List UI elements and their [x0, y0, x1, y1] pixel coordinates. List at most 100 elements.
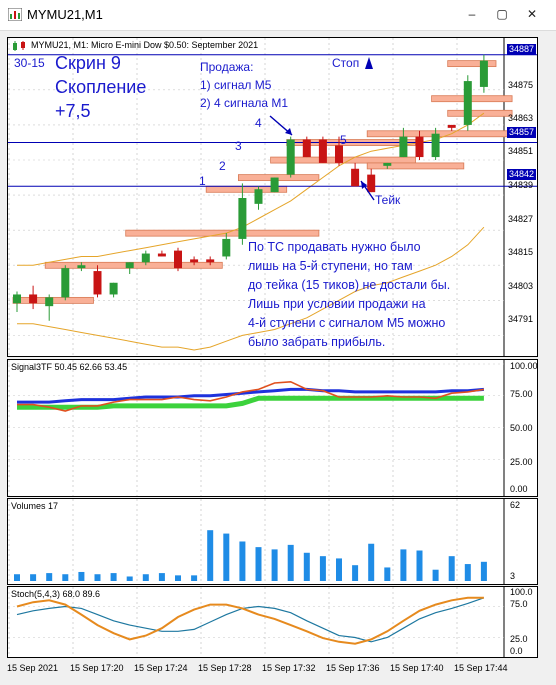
y-tick-label: 34815: [508, 247, 534, 257]
y-tick-label: 34827: [508, 214, 534, 224]
y-tick-label: 34803: [508, 281, 534, 291]
close-button[interactable]: ✕: [526, 7, 538, 21]
volume-bar: [158, 573, 165, 581]
y-tick-label: 0.00: [510, 484, 528, 494]
candle-body: [125, 262, 134, 269]
candle-body: [302, 139, 311, 158]
maximize-button[interactable]: ▢: [496, 7, 508, 21]
candle-body: [190, 259, 199, 263]
candle-body: [109, 282, 118, 295]
volumes-chart[interactable]: [8, 499, 537, 584]
signal3tf-panel[interactable]: Signal3TF 50.45 62.66 53.45 100.00 75.00…: [7, 359, 538, 497]
minimize-button[interactable]: –: [468, 7, 476, 21]
candle-body: [93, 271, 102, 295]
candle-body: [61, 268, 70, 298]
stop-arrow-head: [365, 57, 373, 69]
volumes-label: Volumes 17: [11, 501, 59, 511]
volume-bar: [110, 573, 117, 581]
resistance-zone: [366, 130, 513, 138]
window-title-bar: MYMU21,M1 – ▢ ✕: [0, 0, 556, 31]
window-title: MYMU21,M1: [27, 7, 103, 22]
sell-title-note: Продажа:: [200, 60, 254, 74]
resistance-zone: [366, 162, 465, 170]
volume-bar: [480, 561, 487, 581]
x-tick-label: 15 Sep 17:24: [134, 663, 188, 673]
signal3tf-chart[interactable]: [8, 360, 537, 496]
comment-line: По ТС продавать нужно было: [248, 240, 421, 254]
x-tick-label: 15 Sep 17:44: [454, 663, 508, 673]
volume-bar: [287, 544, 294, 581]
stochastic-label: Stoch(5,4,3) 68.0 89.6: [11, 589, 101, 599]
chart-header: MYMU21, M1: Micro E-mini Dow $0.50: Sept…: [31, 40, 259, 50]
y-tick-label: 100.00: [510, 361, 538, 371]
volume-bar: [352, 565, 359, 581]
candle-body: [286, 139, 295, 175]
volume-bar: [432, 569, 439, 581]
resistance-zone: [447, 109, 513, 117]
stochastic-panel[interactable]: Stoch(5,4,3) 68.0 89.6 100.0 75.0 25.0 0…: [7, 586, 538, 658]
step-1-label: 1: [199, 174, 206, 188]
x-tick-label: 15 Sep 2021: [7, 663, 59, 673]
chart-header-icon: [13, 41, 25, 51]
y-tick-label: 0.0: [510, 646, 523, 656]
y-tick-label: 34875: [508, 80, 534, 90]
stochastic-chart[interactable]: [8, 587, 537, 657]
volume-bar: [30, 574, 37, 581]
comment-line: Лишь при условии продажи на: [248, 297, 426, 311]
volume-bar: [175, 575, 181, 581]
sell-signal-m5-note: 1) сигнал М5: [200, 78, 272, 92]
volume-bar: [14, 574, 20, 581]
resistance-zone: [431, 95, 513, 103]
candle-body: [431, 133, 440, 158]
volume-bar: [142, 574, 149, 581]
x-tick-label: 15 Sep 17:28: [198, 663, 252, 673]
take-level-tag: 34842: [507, 169, 537, 180]
candle-body: [351, 168, 360, 187]
volume-bar: [464, 564, 471, 581]
y-tick-label: 62: [510, 500, 521, 510]
volume-bar: [46, 573, 53, 581]
pattern-note: Скопление: [55, 77, 147, 97]
y-tick-label: 3: [510, 571, 516, 581]
x-tick-label: 15 Sep 17:32: [262, 663, 316, 673]
comment-block: По ТС продавать нужно было лишь на 5-й с…: [248, 238, 498, 352]
x-tick-label: 15 Sep 17:40: [390, 663, 444, 673]
candle-body: [318, 139, 327, 163]
stop-level-tag: 34887: [507, 44, 537, 55]
y-tick-label: 50.00: [510, 423, 533, 433]
comment-line: было забрать прибыль.: [248, 335, 386, 349]
volume-bar: [319, 556, 326, 581]
volume-bar: [303, 552, 310, 581]
y-tick-label: 75.0: [510, 599, 528, 609]
chart-app-icon: [8, 8, 22, 21]
signal3tf-label: Signal3TF 50.45 62.66 53.45: [11, 362, 128, 372]
volumes-panel[interactable]: Volumes 17 62 3: [7, 498, 538, 585]
sell-signal-m1-note: 2) 4 сигнала М1: [200, 96, 289, 110]
volume-bar: [416, 550, 423, 581]
stoch-signal-line: [16, 596, 484, 645]
lower-band-line: [17, 226, 485, 351]
time-axis: 15 Sep 2021 15 Sep 17:20 15 Sep 17:24 15…: [7, 656, 536, 676]
candle-body: [77, 265, 86, 269]
candle-body: [335, 145, 343, 163]
screen-note: Скрин 9: [55, 53, 121, 73]
step-4-label: 4: [255, 116, 262, 130]
y-tick-label: 34863: [508, 113, 534, 123]
candle-body: [270, 177, 279, 193]
price-chart[interactable]: [8, 38, 537, 356]
comment-line: лишь на 5-й ступени, но там: [248, 259, 413, 273]
candle-body: [174, 250, 182, 269]
volume-bar: [62, 574, 69, 581]
y-tick-label: 25.00: [510, 457, 533, 467]
volume-bar: [448, 556, 455, 581]
take-arrow-head: [361, 181, 367, 189]
resistance-zone: [44, 261, 223, 269]
y-tick-label: 75.00: [510, 389, 533, 399]
candle-body: [399, 136, 408, 158]
step4-arrow-head: [285, 128, 292, 135]
volume-bar: [94, 574, 101, 581]
price-chart-panel[interactable]: MYMU21, M1: Micro E-mini Dow $0.50: Sept…: [7, 37, 538, 357]
candle-body: [479, 60, 488, 87]
stoch-main-line: [16, 597, 485, 643]
y-tick-label: 34791: [508, 314, 534, 324]
